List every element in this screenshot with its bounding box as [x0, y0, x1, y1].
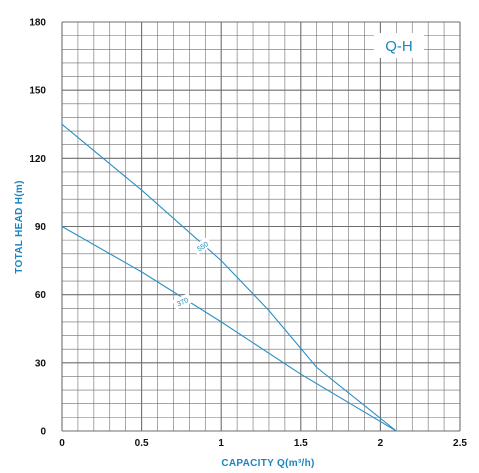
series-label-bg [172, 293, 193, 310]
series-label-550: 550 [191, 236, 213, 256]
x-tick-label: 0.5 [135, 438, 149, 449]
x-tick-label: 2 [378, 438, 384, 449]
title-badge-bg [374, 33, 424, 58]
x-tick-label: 0 [59, 438, 65, 449]
x-tick-label: 1 [218, 438, 224, 449]
x-tick-labels: 0 0.5 1 1.5 2 2.5 [59, 438, 467, 449]
y-tick-labels: 0 30 60 90 120 150 180 [29, 18, 46, 438]
curves: 550 370 [61, 123, 397, 432]
y-tick-label: 0 [40, 427, 46, 438]
y-axis-label: TOTAL HEAD H(m) [14, 180, 25, 273]
series-line-550 [61, 123, 397, 432]
y-tick-label: 120 [29, 154, 46, 165]
title-badge: Q-H [374, 33, 424, 58]
x-axis-label: CAPACITY Q(m³/h) [221, 458, 314, 469]
y-tick-label: 180 [29, 18, 46, 29]
y-tick-label: 30 [35, 358, 47, 369]
y-tick-label: 150 [29, 86, 46, 97]
x-tick-label: 2.5 [453, 438, 467, 449]
x-tick-label: 1.5 [294, 438, 308, 449]
grid-major [61, 21, 461, 432]
y-tick-label: 90 [35, 222, 47, 233]
series-label-370: 370 [172, 293, 193, 310]
chart-title: Q-H [385, 38, 413, 55]
series-line-370 [61, 226, 397, 432]
series-label-bg [191, 236, 213, 256]
series-label-text: 370 [176, 297, 190, 308]
y-tick-label: 60 [35, 290, 47, 301]
